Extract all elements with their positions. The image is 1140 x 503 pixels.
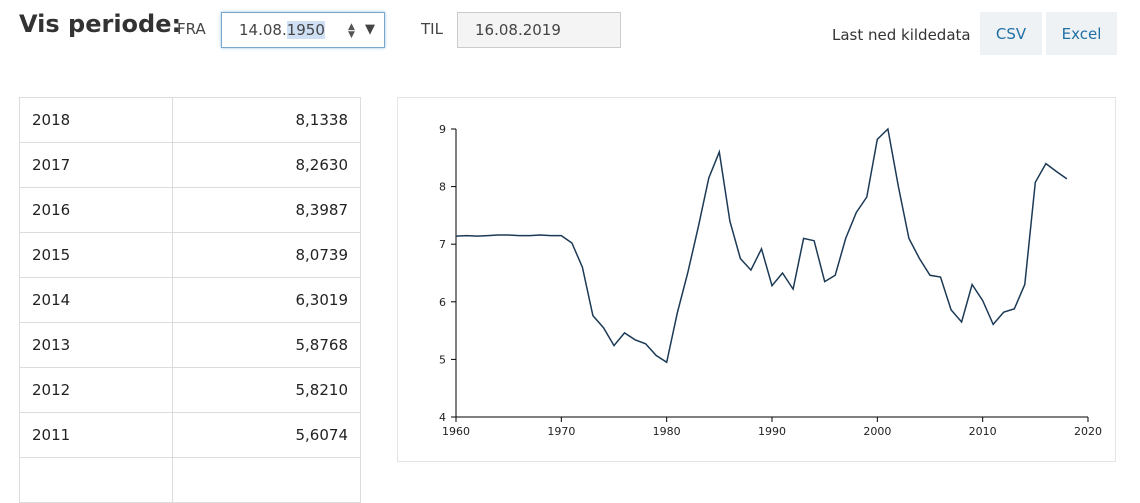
chart-svg: 4 5 6 7 8 9 1960 1970 1980 1990 2000 2010 2020 xyxy=(439,123,1102,438)
table-row: 2015 8,0739 xyxy=(18,232,361,278)
y-tick-label: 9 xyxy=(439,123,446,136)
x-tick-label: 2010 xyxy=(969,425,997,438)
value-cell: 5,8210 xyxy=(172,367,361,413)
table-row: 2012 5,8210 xyxy=(18,367,361,413)
value-cell: 8,1338 xyxy=(172,97,361,143)
y-tick-label: 8 xyxy=(439,181,446,194)
line-chart: 4 5 6 7 8 9 1960 1970 1980 1990 2000 2010 2020 xyxy=(397,97,1116,462)
series-line xyxy=(455,127,1068,364)
x-tick-label: 2020 xyxy=(1074,425,1102,438)
x-tick-label: 2000 xyxy=(863,425,891,438)
table-row: 2018 8,1338 xyxy=(18,97,361,143)
page-title: Vis periode: xyxy=(19,10,182,38)
y-tick-label: 4 xyxy=(439,411,446,424)
table-row: 2011 5,6074 xyxy=(18,412,361,458)
y-tick-label: 6 xyxy=(439,296,446,309)
download-label: Last ned kildedata xyxy=(832,26,971,44)
table-row xyxy=(18,457,361,503)
year-cell: 2011 xyxy=(18,412,174,458)
value-cell: 5,6074 xyxy=(172,412,361,458)
year-cell: 2015 xyxy=(18,232,174,278)
x-tick-label: 1990 xyxy=(758,425,786,438)
from-date-selected-year: 1950 xyxy=(286,21,325,39)
year-cell: 2016 xyxy=(18,187,174,233)
year-cell: 2012 xyxy=(18,367,174,413)
table-row: 2017 8,2630 xyxy=(18,142,361,188)
year-cell xyxy=(18,457,174,503)
x-tick-label: 1970 xyxy=(547,425,575,438)
x-tick-label: 1980 xyxy=(653,425,681,438)
table-row: 2013 5,8768 xyxy=(18,322,361,368)
from-date-prefix: 14.08. xyxy=(239,21,287,39)
y-tick-label: 5 xyxy=(439,353,446,366)
value-cell: 5,8768 xyxy=(172,322,361,368)
to-date-value: 16.08.2019 xyxy=(475,21,561,39)
table-row: 2016 8,3987 xyxy=(18,187,361,233)
value-cell: 8,2630 xyxy=(172,142,361,188)
value-cell: 8,3987 xyxy=(172,187,361,233)
from-label: FRA xyxy=(177,20,206,38)
value-cell xyxy=(172,457,361,503)
year-cell: 2018 xyxy=(18,97,174,143)
year-cell: 2014 xyxy=(18,277,174,323)
to-label: TIL xyxy=(421,20,443,38)
from-date-input[interactable]: 14.08. 1950 ▲ ▼ ▼ xyxy=(221,12,385,48)
y-tick-label: 7 xyxy=(439,238,446,251)
year-cell: 2013 xyxy=(18,322,174,368)
value-cell: 6,3019 xyxy=(172,277,361,323)
csv-download-button[interactable]: CSV xyxy=(980,12,1042,55)
x-tick-label: 1960 xyxy=(442,425,470,438)
value-cell: 8,0739 xyxy=(172,232,361,278)
table-row: 2014 6,3019 xyxy=(18,277,361,323)
dropdown-arrow-icon[interactable]: ▼ xyxy=(365,22,375,37)
spinner-icon[interactable]: ▲ ▼ xyxy=(348,22,355,40)
data-table: 2018 8,1338 2017 8,2630 2016 8,3987 2015 8,0739… xyxy=(18,97,361,503)
year-cell: 2017 xyxy=(18,142,174,188)
excel-download-button[interactable]: Excel xyxy=(1046,12,1117,55)
to-date-input[interactable]: 16.08.2019 xyxy=(457,12,621,48)
